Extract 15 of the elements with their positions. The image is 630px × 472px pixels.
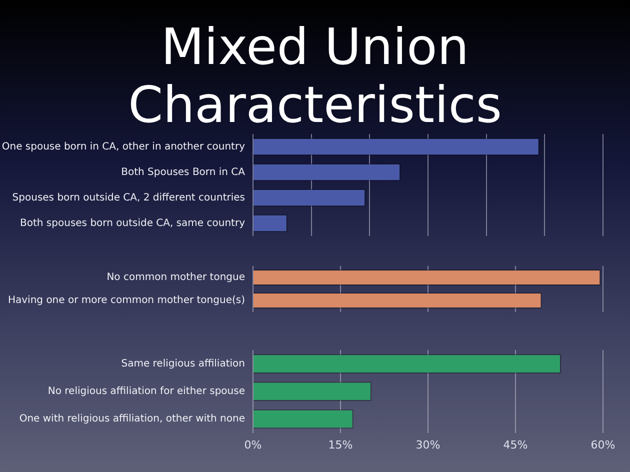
y-tick-label: Same religious affiliation — [121, 358, 245, 370]
y-tick-label: Both Spouses Born in CA — [121, 166, 246, 178]
y-tick-label: Having one or more common mother tongue(s) — [8, 295, 246, 306]
y-tick-label: One with religious affiliation, other with none — [19, 414, 245, 425]
y-tick-label: Spouses born outside CA, 2 different countries — [12, 192, 245, 204]
y-tick-label: No religious affiliation for either spouse — [48, 386, 245, 397]
x-tick-label: 45% — [503, 438, 528, 452]
x-tick-label: 0% — [244, 438, 262, 452]
y-tick-label: Both spouses born outside CA, same country — [20, 218, 246, 229]
x-tick-label: 30% — [416, 438, 440, 452]
chart-title: Mixed Union Characteristics — [127, 18, 503, 134]
y-tick-label: One spouse born in CA, other in another country — [2, 141, 246, 152]
y-tick-label: No common mother tongue — [106, 272, 245, 284]
x-tick-label: 15% — [328, 438, 353, 452]
x-tick-label: 60% — [590, 438, 616, 452]
